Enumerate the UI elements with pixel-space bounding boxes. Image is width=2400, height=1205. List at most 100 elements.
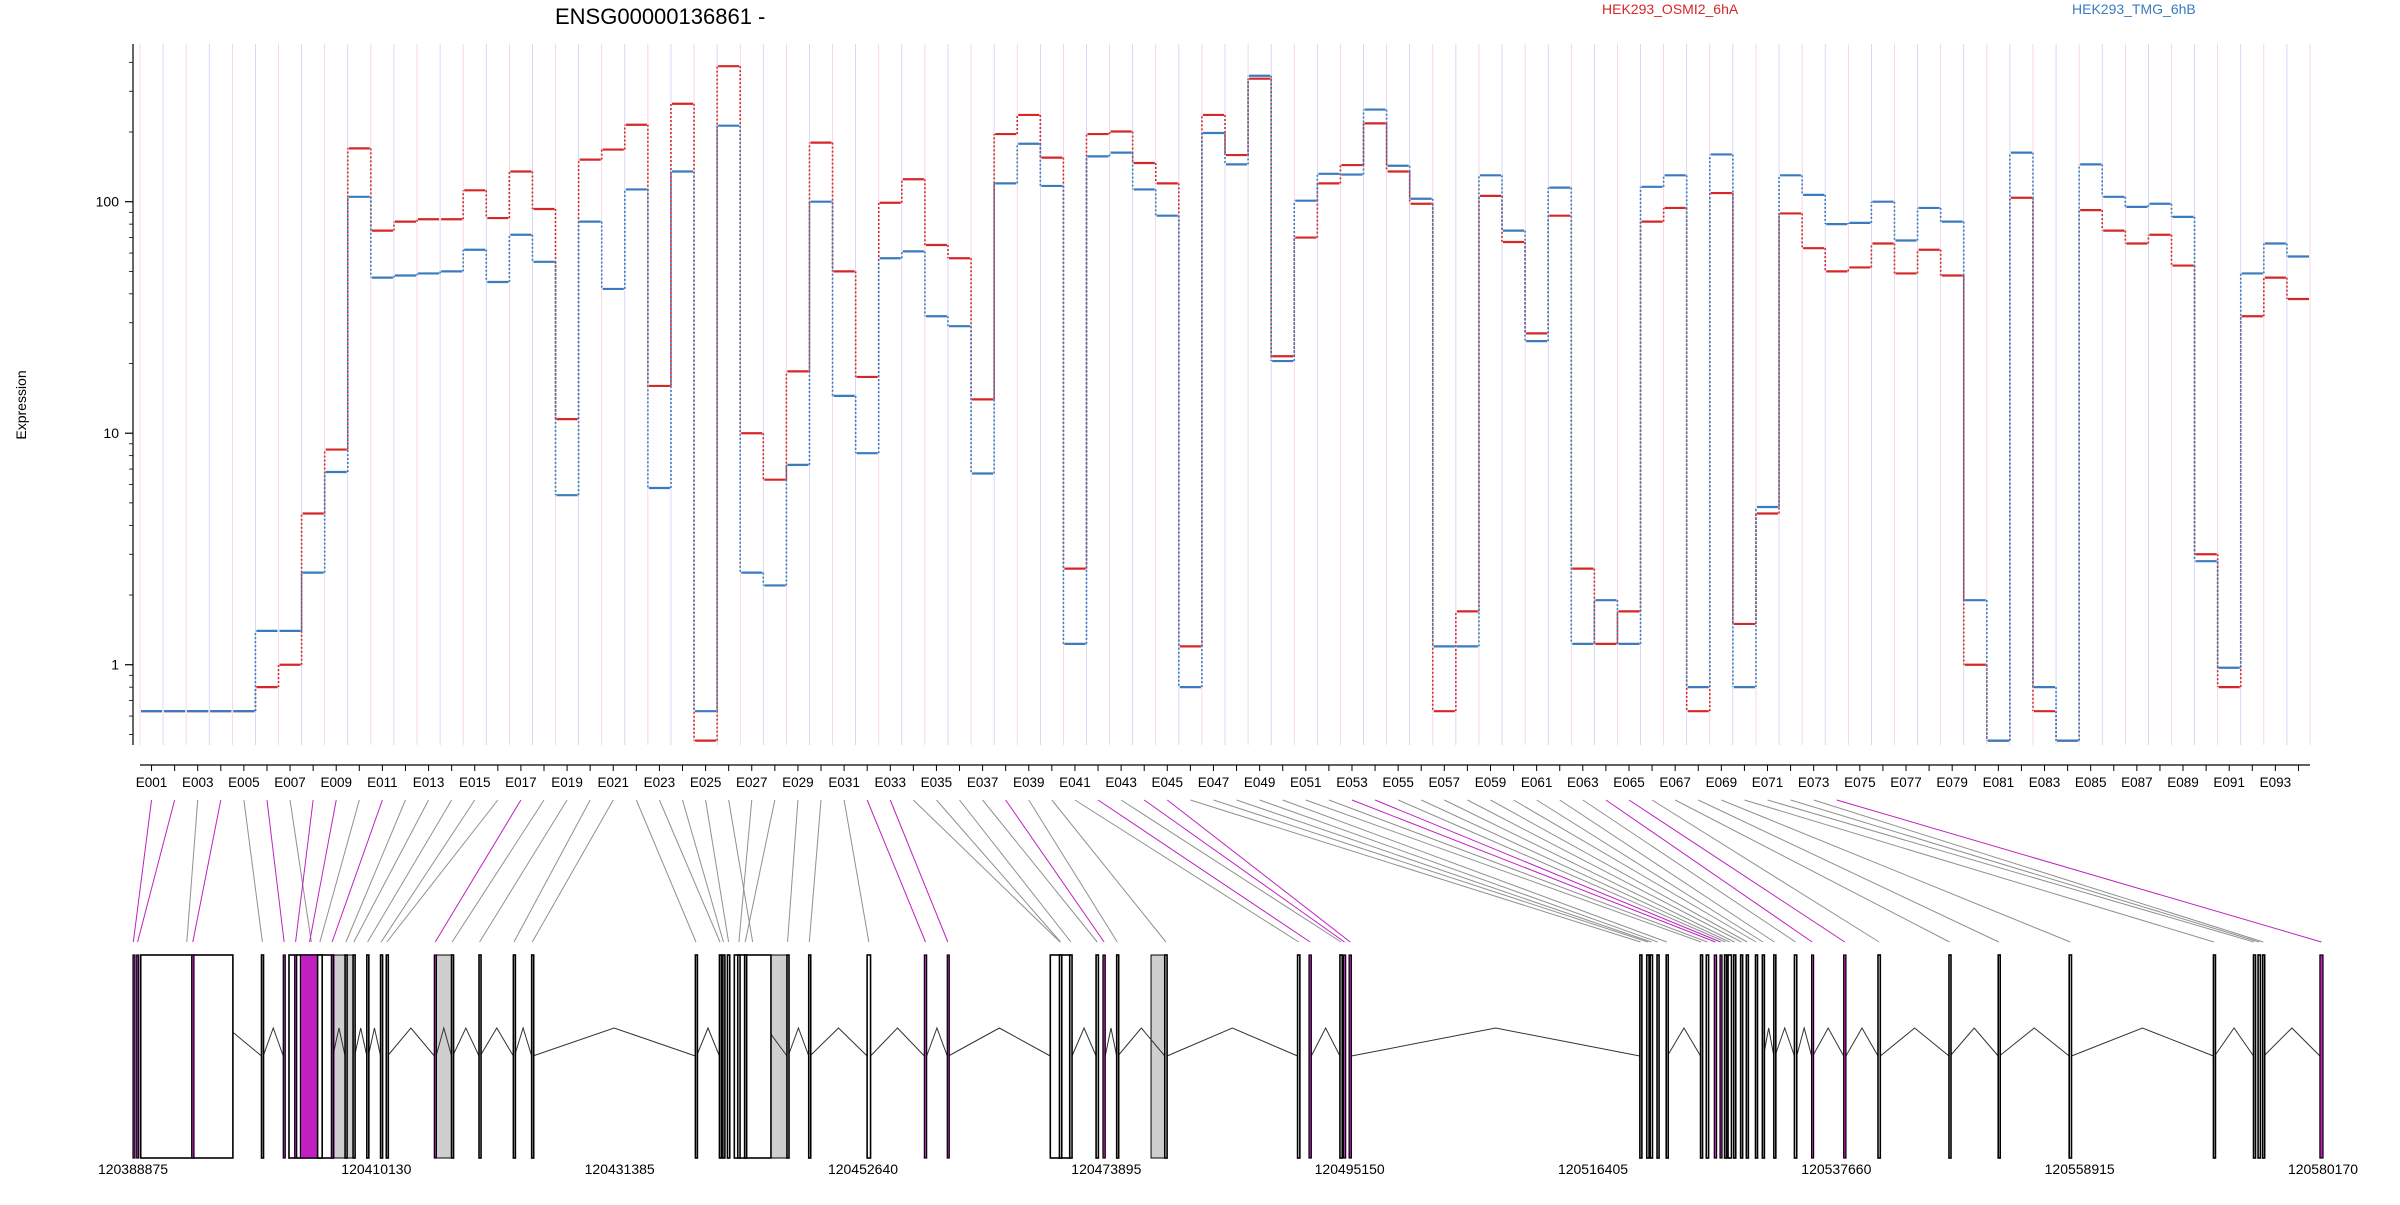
exon-bar	[786, 954, 790, 1159]
exon-connector	[192, 799, 222, 943]
exon-bar	[923, 954, 928, 1159]
exon-bar	[1745, 954, 1750, 1159]
exon-bar	[1727, 954, 1733, 1159]
exon-bar	[260, 954, 265, 1159]
intron-line	[1117, 1027, 1166, 1057]
exon-connectors	[132, 799, 2322, 943]
exon-connector	[1097, 799, 1311, 943]
series-lines	[141, 65, 2309, 742]
exon-bar	[722, 954, 726, 1159]
exon-connector	[1143, 799, 1345, 943]
exon-connector	[309, 799, 337, 943]
x-tick-label: E091	[2213, 775, 2245, 790]
exon-connector	[1074, 799, 1299, 943]
intron-line	[332, 1027, 346, 1057]
exon-connector	[1005, 799, 1105, 943]
exon-connector	[1628, 799, 1846, 943]
exon-connector	[682, 799, 724, 943]
exon-bar	[282, 954, 286, 1159]
exon-connector	[1744, 799, 2215, 943]
exon-bar	[1163, 954, 1168, 1159]
intron-line	[2263, 1027, 2321, 1057]
exon-bar	[1296, 954, 1301, 1159]
exon-bar	[726, 954, 731, 1159]
exon-bar	[1649, 954, 1654, 1159]
exon-bar	[1719, 954, 1723, 1159]
exon-connector	[1582, 799, 1796, 943]
intron-line	[1949, 1027, 1999, 1057]
x-tick-label: E087	[2121, 775, 2153, 790]
exon-connector	[1490, 799, 1748, 943]
series-2	[141, 74, 2309, 742]
exon-connector	[658, 799, 721, 943]
x-tick-label: E041	[1059, 775, 1091, 790]
coordinate-label: 120516405	[1558, 1161, 1628, 1177]
exon-bar	[1761, 954, 1766, 1159]
exon-bar	[2252, 954, 2257, 1159]
exon-connector	[982, 799, 1098, 943]
exon-bar	[946, 954, 950, 1159]
exon-connector	[1674, 799, 1950, 943]
intron-line	[1351, 1027, 1640, 1057]
exon-connector	[738, 799, 753, 943]
x-tick-label: E009	[320, 775, 352, 790]
exon-connector	[1051, 799, 1167, 943]
exon-connector	[1259, 799, 1658, 943]
x-tick-label: E073	[1798, 775, 1830, 790]
intron-line	[514, 1026, 533, 1057]
x-tick-label: E007	[274, 775, 306, 790]
exon-connector	[1028, 799, 1118, 943]
exon-connector	[367, 799, 453, 943]
exon-connector	[959, 799, 1072, 943]
coordinate-label: 120388875	[98, 1161, 168, 1177]
x-tick-label: E037	[967, 775, 999, 790]
exon-connector	[1166, 799, 1351, 943]
exon-bar	[299, 954, 320, 1159]
x-tick-label: E071	[1752, 775, 1784, 790]
x-tick-label: E053	[1336, 775, 1368, 790]
exon-connector	[1374, 799, 1721, 943]
exon-connector	[319, 799, 360, 943]
exon-connector	[1605, 799, 1813, 943]
exon-bar	[2212, 954, 2217, 1159]
exon-connector	[1790, 799, 2260, 943]
exon-bar	[1713, 954, 1718, 1159]
x-tick-label: E077	[1890, 775, 1922, 790]
exon-bar	[807, 954, 812, 1159]
exon-bar	[1068, 954, 1073, 1159]
exon-bar	[694, 954, 699, 1159]
exon-bar	[1754, 954, 1759, 1159]
x-tick-label: E045	[1152, 775, 1184, 790]
x-tick-label: E031	[828, 775, 860, 790]
exon-connector	[1813, 799, 2264, 943]
exon-bar	[1811, 954, 1815, 1159]
exon-connector	[1282, 799, 1667, 943]
exon-bar	[866, 954, 872, 1159]
intron-line	[1166, 1027, 1298, 1057]
exon-bar	[344, 954, 348, 1159]
x-tick-label: E049	[1244, 775, 1276, 790]
intron-line	[1812, 1026, 1845, 1057]
exon-connector	[705, 799, 730, 943]
exon-bar	[1656, 954, 1660, 1159]
exon-bar	[1739, 954, 1744, 1159]
exon-bar	[330, 954, 334, 1159]
coordinate-label: 120558915	[2045, 1161, 2115, 1177]
exon-bar	[1793, 954, 1798, 1159]
exon-connector	[479, 799, 568, 943]
coordinate-label: 120495150	[1315, 1161, 1385, 1177]
exon-connector	[866, 799, 926, 943]
exon-bar	[1843, 954, 1847, 1159]
x-tick-label: E015	[459, 775, 491, 790]
x-tick-label: E029	[782, 775, 814, 790]
exon-connector	[787, 799, 799, 943]
x-tick-label: E059	[1475, 775, 1507, 790]
exon-bar	[1339, 954, 1344, 1159]
x-tick-label: E023	[644, 775, 676, 790]
exon-bar	[1877, 954, 1882, 1159]
x-tick-label: E075	[1844, 775, 1876, 790]
x-ticks: E001 E003 E005 E007 E009 E011 E013 E015 E017 E019…	[136, 765, 2299, 790]
x-tick-label: E021	[597, 775, 629, 790]
intron-line	[870, 1027, 925, 1057]
intron-line	[1666, 1027, 1701, 1057]
